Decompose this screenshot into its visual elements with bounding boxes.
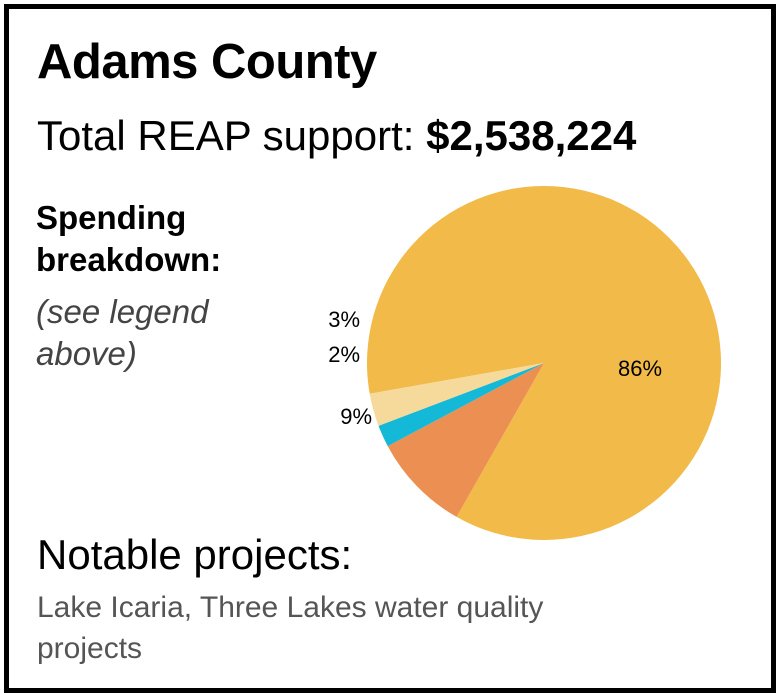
- county-title: Adams County: [37, 35, 377, 89]
- pie-slice-label-2: 9%: [340, 404, 372, 429]
- total-support-amount: $2,538,224: [426, 112, 637, 159]
- pie-slice-1: [367, 186, 722, 541]
- pie-slices: [367, 186, 722, 541]
- projects-heading: Notable projects:: [37, 531, 353, 578]
- pie-slice-label-3: 2%: [328, 342, 360, 367]
- breakdown-note: (see legend above): [36, 293, 209, 372]
- pie-slice-label-1: 86%: [618, 356, 662, 381]
- total-support-line: Total REAP support: $2,538,224: [37, 112, 636, 160]
- pie-slice-label-4: 3%: [328, 307, 360, 332]
- pie-slice-2: [387, 363, 544, 517]
- pie-slice-4: [369, 363, 544, 426]
- total-support-label: Total REAP support:: [37, 112, 415, 159]
- breakdown-heading: Spending breakdown:: [36, 199, 222, 278]
- pie-labels: 86% 9% 2% 3%: [328, 307, 662, 429]
- pie-slice-3: [378, 363, 544, 447]
- projects-text: Lake Icaria, Three Lakes water quality p…: [37, 591, 544, 665]
